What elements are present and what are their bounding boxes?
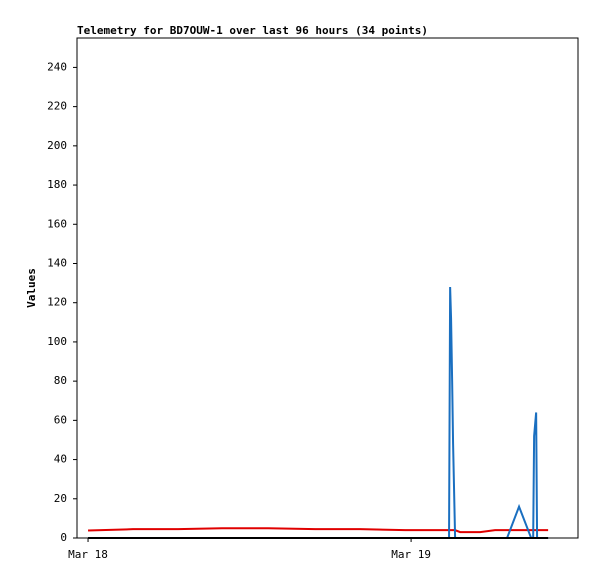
y-tick-label: 180 — [47, 178, 67, 191]
series-line — [88, 527, 549, 534]
y-tick-label: 200 — [47, 139, 67, 152]
y-axis-label: Values — [25, 268, 38, 308]
y-tick-label: 140 — [47, 256, 67, 269]
y-tick-label: 20 — [54, 492, 67, 505]
x-tick-label: Mar 18 — [68, 548, 108, 561]
y-tick-label: 100 — [47, 335, 67, 348]
series-line — [88, 286, 549, 539]
y-tick-label: 160 — [47, 217, 67, 230]
chart-title: Telemetry for BD7OUW-1 over last 96 hour… — [77, 24, 428, 37]
y-tick-label: 40 — [54, 453, 67, 466]
x-tick-label: Mar 19 — [391, 548, 431, 561]
y-tick-label: 120 — [47, 296, 67, 309]
y-tick-label: 0 — [60, 531, 67, 544]
y-tick-label: 60 — [54, 413, 67, 426]
y-tick-label: 240 — [47, 60, 67, 73]
y-tick-label: 80 — [54, 374, 67, 387]
plot-frame — [76, 37, 579, 539]
y-tick-label: 220 — [47, 100, 67, 113]
